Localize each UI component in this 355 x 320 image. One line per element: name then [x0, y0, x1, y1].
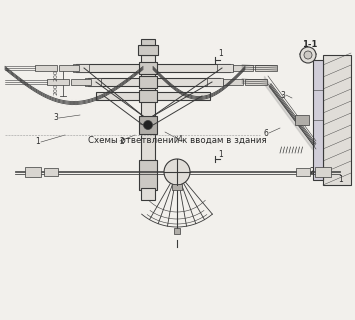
Text: 6: 6	[263, 129, 268, 138]
Text: 3: 3	[280, 91, 285, 100]
Bar	[139, 160, 157, 190]
Bar	[313, 60, 323, 180]
Bar	[59, 65, 79, 71]
Bar	[76, 64, 230, 72]
Text: 4: 4	[178, 134, 183, 143]
Bar	[245, 79, 267, 85]
Bar	[174, 228, 180, 234]
Text: 3: 3	[53, 114, 58, 123]
Bar	[141, 39, 155, 45]
Bar	[25, 167, 41, 177]
Circle shape	[300, 47, 316, 63]
Bar	[139, 116, 157, 134]
Bar	[207, 78, 223, 86]
Bar	[71, 79, 91, 85]
Text: 1: 1	[35, 138, 40, 147]
Bar	[35, 65, 57, 71]
Text: Схемы ответвлений к вводам в здания: Схемы ответвлений к вводам в здания	[88, 135, 266, 145]
Circle shape	[164, 159, 190, 185]
Text: 200: 200	[54, 83, 59, 95]
Bar	[315, 167, 331, 177]
Bar	[85, 78, 101, 86]
Bar	[96, 92, 210, 100]
Bar	[323, 55, 351, 185]
Bar	[255, 65, 277, 71]
Bar	[88, 78, 220, 86]
Circle shape	[143, 121, 153, 130]
Bar	[141, 188, 155, 200]
Bar	[217, 64, 233, 72]
Bar	[296, 168, 310, 176]
Text: 1-1: 1-1	[302, 40, 318, 49]
Text: 1: 1	[338, 175, 343, 185]
Bar	[139, 62, 157, 74]
Bar	[47, 79, 69, 85]
Bar	[172, 184, 182, 190]
Text: 2: 2	[120, 138, 125, 147]
Text: 2: 2	[310, 167, 315, 177]
Text: 200: 200	[54, 69, 59, 81]
Bar	[295, 115, 309, 125]
Bar	[139, 76, 157, 88]
Bar	[44, 168, 58, 176]
Circle shape	[304, 51, 312, 59]
Bar	[233, 65, 253, 71]
Bar	[139, 90, 157, 102]
Bar	[138, 45, 158, 55]
Text: 1: 1	[218, 150, 223, 159]
Bar	[223, 79, 243, 85]
Bar	[141, 55, 155, 190]
Text: 1: 1	[218, 49, 223, 58]
Bar	[73, 64, 89, 72]
Text: 5: 5	[145, 122, 150, 131]
